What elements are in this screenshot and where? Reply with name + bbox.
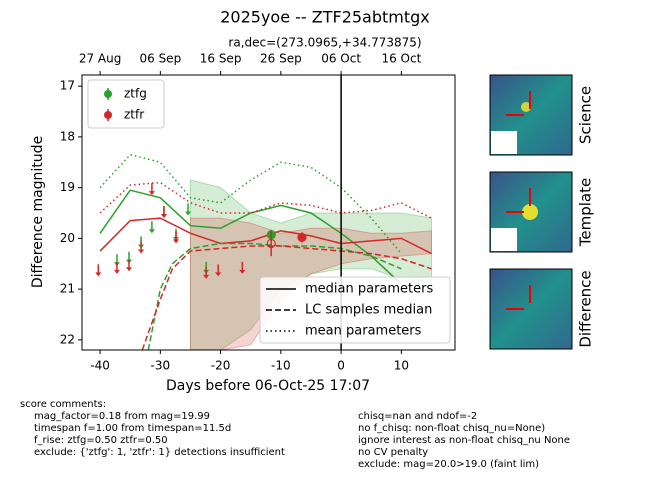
legend-label: median parameters [305,282,433,297]
comment-line: timespan f=1.00 from timespan=11.5d [34,423,231,434]
model-curve [141,245,432,350]
top-tick-label: 16 Oct [381,52,421,66]
limit-head [160,214,167,219]
x-tick-label: -40 [90,359,110,373]
upper-limit [113,261,120,274]
limit-head [173,239,180,244]
x-tick-label: -30 [151,359,171,373]
y-tick-label: 19 [60,180,75,194]
comment-line: exclude: mag=20.0>19.0 (faint lim) [358,459,539,470]
detection-marker [297,232,307,242]
plot-area: -40 -30 -20 -10 0 10 17 18 19 20 21 22 27 Aug 06 Sep 1… [60,52,456,373]
limit-head [148,229,155,234]
top-tick-label: 06 Oct [321,52,361,66]
chart-title: 2025yoe -- ZTF25abtmtgx [220,8,430,27]
cutout-image [489,268,573,350]
upper-limit [95,264,102,277]
detection [297,232,307,243]
model-curve [99,181,432,219]
limit-head [148,191,155,196]
legend-label: ztfr [124,108,144,122]
y-axis-label: Difference magnitude [30,136,46,288]
legend-label: mean parameters [305,324,422,339]
comment-line: mag_factor=0.18 from mag=19.99 [34,411,210,422]
legend-marker [104,90,112,98]
comment-line: no CV penalty [358,447,428,458]
top-tick-label: 27 Aug [79,52,122,66]
model-curve [99,153,402,255]
legend-label: ztfg [124,87,147,101]
x-tick-label: -10 [271,359,291,373]
mask-block [491,228,517,251]
detection-marker [266,238,276,249]
y-tick-label: 20 [60,231,75,245]
x-tick-label: 0 [337,359,345,373]
limit-head [113,269,120,274]
y-tick-label: 17 [60,79,75,93]
upper-limit [185,203,192,216]
upper-limit [138,241,145,254]
legend-box [259,276,451,344]
chart-subtitle: ra,dec=(273.0965,+34.773875) [228,36,421,50]
model-curve [99,217,432,255]
x-axis-label: Days before 06-Oct-25 17:07 [166,378,370,394]
limit-head [215,272,222,277]
comments-heading: score comments: [20,399,106,410]
data-layer [95,75,432,350]
legend-label: LC samples median [305,303,432,318]
cutout-label: Difference [577,270,595,347]
model-curve [147,242,402,350]
source-blob [521,102,531,112]
limit-head [126,267,133,272]
model-curve [99,189,402,285]
source-blob [522,204,538,220]
upper-limit [215,264,222,277]
limit-head [239,269,246,274]
upper-limit [203,266,210,279]
limit-head [203,274,210,279]
upper-limit [148,183,155,196]
cutout-label: Template [577,178,595,247]
upper-limit [148,221,155,234]
comment-line: exclude: {'ztfg': 1, 'ztfr': 1} detectio… [34,447,285,458]
upper-limit [126,259,133,272]
y-tick-label: 22 [60,332,75,346]
score-comments: score comments:mag_factor=0.18 from mag=… [20,399,570,470]
comment-line: ignore interest as non-float chisq_nu No… [358,435,570,446]
x-tick-label: -20 [211,359,231,373]
comment-line: no f_chisq: non-float chisq_nu=None) [358,423,545,434]
detection [266,230,276,257]
top-tick-label: 06 Sep [139,52,181,66]
comment-line: chisq=nan and ndof=-2 [358,411,477,422]
upper-limit [239,261,246,274]
cutouts: Science Template Difference [489,74,595,350]
mask-block [491,131,517,154]
top-tick-label: 26 Sep [260,52,302,66]
upper-limit [160,206,167,219]
axes-frame [81,74,456,351]
upper-limit [173,231,180,244]
y-tick-label: 18 [60,129,75,143]
y-tick-label: 21 [60,282,75,296]
comment-line: f_rise: ztfg=0.50 ztfr=0.50 [34,435,168,446]
limit-head [138,249,145,254]
legend-marker [104,111,112,119]
limit-head [95,272,102,277]
x-tick-label: 10 [394,359,409,373]
cutout-label: Science [577,86,595,144]
top-tick-label: 16 Sep [200,52,242,66]
limit-head [185,211,192,216]
